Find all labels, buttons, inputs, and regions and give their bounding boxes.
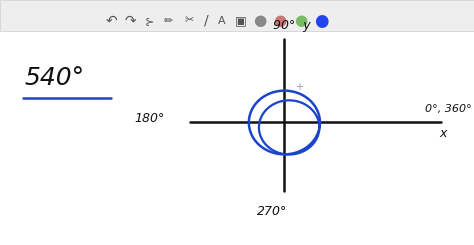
Text: +: + [295, 82, 302, 92]
Text: ●: ● [273, 13, 286, 28]
Text: ●: ● [253, 13, 266, 28]
Text: ●: ● [294, 13, 308, 28]
Text: x: x [439, 127, 447, 140]
Text: ▣: ▣ [235, 14, 246, 27]
Text: ↶: ↶ [106, 14, 117, 28]
Text: /: / [204, 14, 209, 28]
Bar [0, 0, 474, 31]
Text: ⊱: ⊱ [145, 16, 154, 26]
Text: A: A [218, 16, 226, 26]
Text: ↷: ↷ [125, 14, 136, 28]
Text: ✂: ✂ [185, 16, 194, 26]
Text: ✏: ✏ [164, 16, 173, 26]
Text: 180°: 180° [134, 112, 164, 125]
Text: 540°: 540° [25, 66, 84, 90]
Text: 90°  y: 90° y [273, 19, 310, 32]
Text: 270°: 270° [257, 205, 288, 219]
Text: 0°, 360°: 0°, 360° [425, 104, 471, 114]
Text: ●: ● [314, 12, 328, 30]
